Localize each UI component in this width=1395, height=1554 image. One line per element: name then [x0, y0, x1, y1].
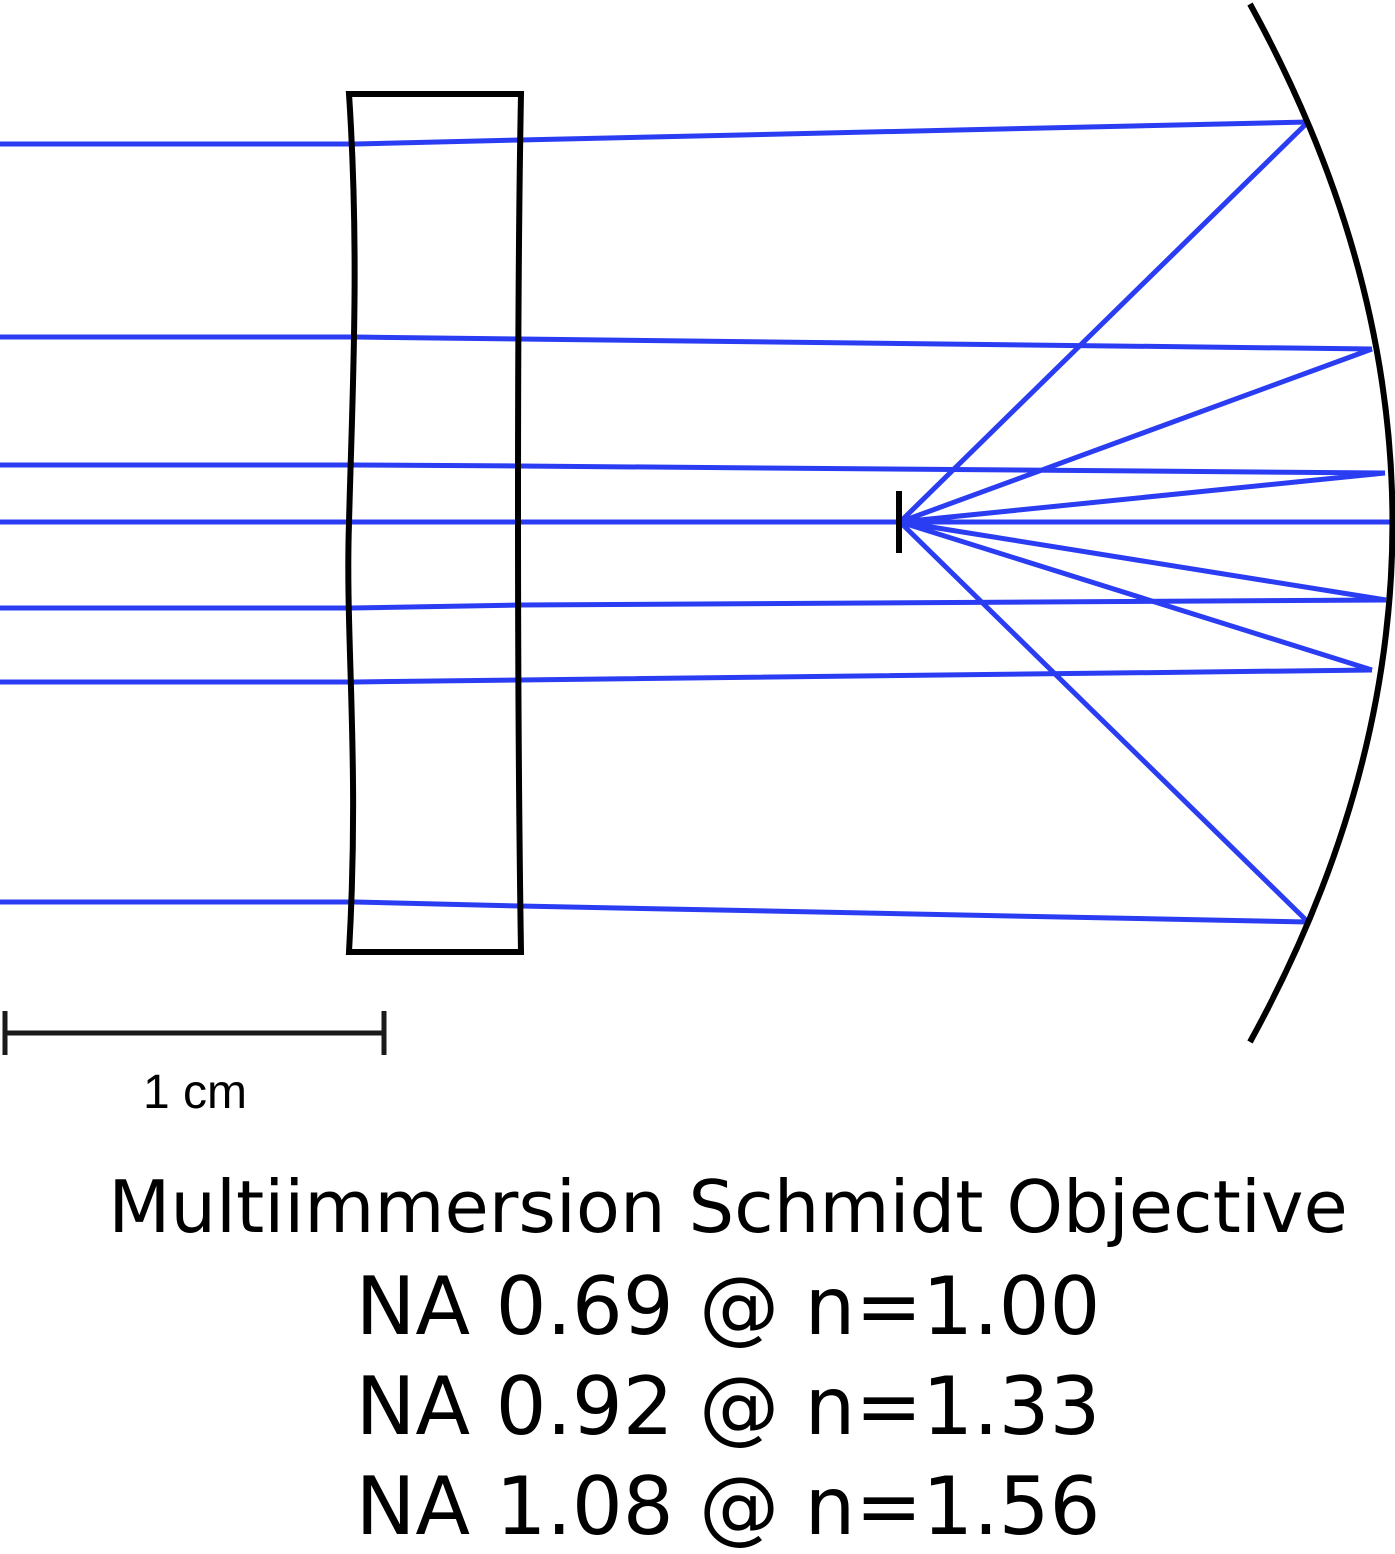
- reflected-ray-2: [899, 346, 1373, 525]
- corrector-plate: [345, 91, 525, 955]
- ray-3: [0, 462, 1386, 476]
- caption-na-line-2: NA 0.92 @ n=1.33: [356, 1360, 1101, 1453]
- caption: Multiimmersion Schmidt Objective NA 0.69…: [108, 1165, 1348, 1553]
- ray-6: [0, 667, 1373, 685]
- ray-2: [0, 334, 1373, 352]
- ray-1: [0, 119, 1309, 147]
- ray-7: [0, 899, 1309, 925]
- caption-na-line-1: NA 0.69 @ n=1.00: [356, 1260, 1101, 1353]
- reflected-ray-5: [899, 519, 1387, 603]
- ray-5: [0, 597, 1387, 611]
- reflected-rays: [898, 120, 1387, 924]
- reflected-ray-1: [898, 120, 1310, 524]
- scale-bar-label: 1 cm: [143, 1066, 247, 1119]
- caption-na-line-3: NA 1.08 @ n=1.56: [356, 1460, 1101, 1553]
- scale-bar: 1 cm: [2, 1011, 387, 1119]
- reflected-ray-3: [899, 470, 1386, 525]
- reflected-ray-7: [898, 520, 1310, 924]
- caption-title: Multiimmersion Schmidt Objective: [108, 1165, 1348, 1249]
- spherical-mirror: [1247, 2, 1395, 1044]
- incoming-rays: [0, 119, 1392, 925]
- reflected-ray-6: [899, 519, 1373, 673]
